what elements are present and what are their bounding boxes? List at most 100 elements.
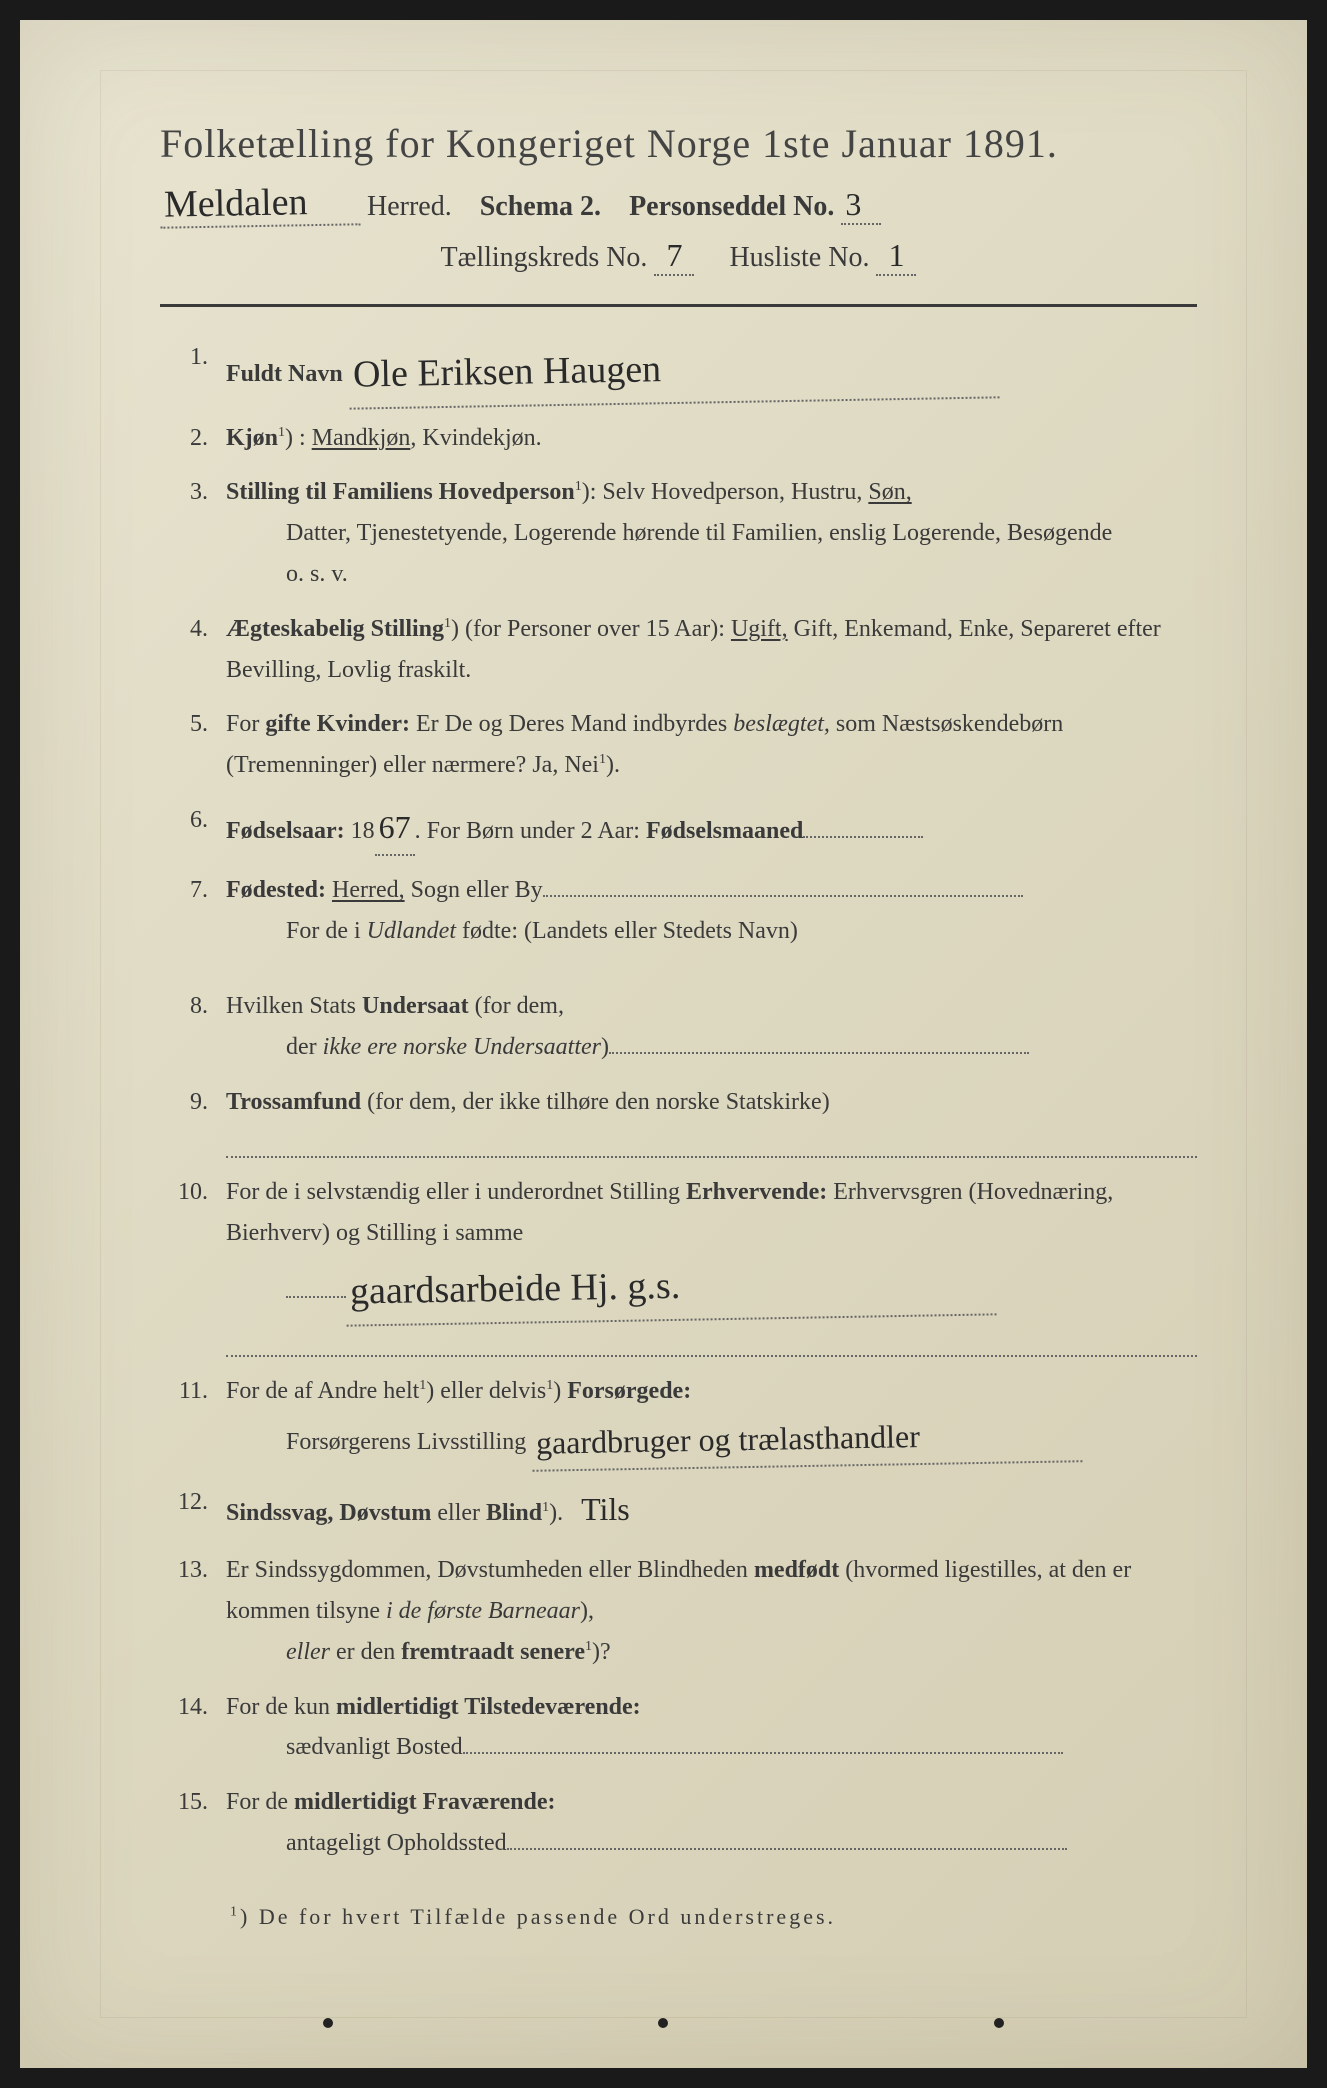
entry-body: For gifte Kvinder: Er De og Deres Mand i…: [226, 704, 1197, 786]
entry-1: 1. Fuldt Navn Ole Eriksen Haugen: [160, 337, 1197, 404]
text2: antageligt Opholdssted: [286, 1830, 507, 1856]
spacer: [160, 966, 1197, 986]
entry-body: Hvilken Stats Undersaat (for dem, der ik…: [226, 986, 1197, 1068]
schema-label: Schema 2.: [480, 191, 601, 222]
herred-value: Meldalen: [160, 179, 361, 228]
label: midlertidigt Fraværende:: [294, 1789, 556, 1815]
entry-body: Fuldt Navn Ole Eriksen Haugen: [226, 337, 1197, 404]
kreds-value: 7: [654, 237, 694, 276]
label: Stilling til Familiens Hovedperson: [226, 479, 575, 505]
text2: Datter, Tjenestetyende, Logerende hørend…: [226, 513, 1197, 554]
herred-label: Herred.: [367, 191, 452, 222]
value: Tils: [581, 1482, 630, 1536]
entry-body: Trossamfund (for dem, der ikke tilhøre d…: [226, 1082, 1197, 1159]
label: Undersaat: [362, 993, 469, 1019]
entry-num: 10.: [160, 1172, 226, 1356]
entry-num: 6.: [160, 800, 226, 856]
text1: For de kun: [226, 1694, 336, 1720]
pre: For: [226, 711, 265, 737]
month-blank: [803, 836, 923, 838]
text1: (for dem, der ikke tilhøre den norske St…: [361, 1089, 830, 1115]
entry-num: 7.: [160, 870, 226, 952]
text1: For de: [226, 1789, 294, 1815]
name-value: Ole Eriksen Haugen: [348, 331, 999, 409]
entry-body: Er Sindssygdommen, Døvstumheden eller Bl…: [226, 1550, 1197, 1672]
entry-15: 15. For de midlertidigt Fraværende: anta…: [160, 1782, 1197, 1864]
entry-num: 14.: [160, 1687, 226, 1769]
cont: sædvanligt Bosted: [226, 1727, 1197, 1768]
entry-num: 9.: [160, 1082, 226, 1159]
blank-line: [226, 1122, 1197, 1158]
divider: [160, 304, 1197, 307]
cont: For de i Udlandet fødte: (Landets eller …: [226, 911, 1197, 952]
text3: ): [553, 1378, 567, 1404]
cont: antageligt Opholdssted: [226, 1823, 1197, 1864]
entry-7: 7. Fødested: Herred, Sogn eller By For d…: [160, 870, 1197, 952]
entry-num: 12.: [160, 1482, 226, 1536]
kreds-label: Tællingskreds No.: [441, 242, 648, 273]
entry-num: 13.: [160, 1550, 226, 1672]
value-line: gaardsarbeide Hj. g.s.: [226, 1254, 1197, 1321]
entry-body: For de kun midlertidigt Tilstedeværende:…: [226, 1687, 1197, 1769]
dot-icon: [323, 2018, 333, 2028]
blank-line: [226, 1321, 1197, 1357]
sup: 1: [230, 1904, 240, 1919]
italic1: i de første Barneaar: [386, 1598, 580, 1624]
text3: fødte: (Landets eller Stedets Navn): [456, 918, 798, 944]
label2: Blind: [486, 1500, 542, 1526]
end: ).: [549, 1500, 563, 1526]
footnote: 1) De for hvert Tilfælde passende Ord un…: [160, 1904, 1197, 1930]
entry-body: Fødested: Herred, Sogn eller By For de i…: [226, 870, 1197, 952]
entry-8: 8. Hvilken Stats Undersaat (for dem, der…: [160, 986, 1197, 1068]
italic1: ikke ere norske Undersaatter: [323, 1034, 601, 1060]
pre-blank: [286, 1296, 346, 1298]
blank: [543, 895, 1023, 897]
selected: Herred,: [332, 877, 405, 903]
entry-10: 10. For de i selvstændig eller i underor…: [160, 1172, 1197, 1356]
text1: For de af Andre helt: [226, 1378, 419, 1404]
entry-num: 8.: [160, 986, 226, 1068]
italic1: Udlandet: [367, 918, 456, 944]
end: ).: [606, 752, 620, 778]
label: midlertidigt Tilstedeværende:: [336, 1694, 641, 1720]
blank: [507, 1848, 1067, 1850]
entry-11: 11. For de af Andre helt1) eller delvis1…: [160, 1371, 1197, 1468]
label: Kjøn: [226, 425, 278, 451]
text2: For de i: [286, 918, 367, 944]
label: Fuldt Navn: [226, 361, 343, 387]
sup: 1: [444, 616, 451, 631]
mid: . For Børn under 2 Aar:: [415, 818, 646, 844]
text4: Forsørgerens Livsstilling: [286, 1429, 526, 1455]
census-form-page: Folketælling for Kongeriget Norge 1ste J…: [20, 20, 1307, 2068]
entry-num: 2.: [160, 418, 226, 459]
label: Erhvervende:: [686, 1179, 827, 1205]
text3: der: [286, 1034, 323, 1060]
cont: eller er den fremtraadt senere1)?: [226, 1632, 1197, 1673]
label: Sindssvag, Døvstum: [226, 1500, 431, 1526]
entry-5: 5. For gifte Kvinder: Er De og Deres Man…: [160, 704, 1197, 786]
label: Trossamfund: [226, 1089, 361, 1115]
entry-2: 2. Kjøn1) : Mandkjøn, Kvindekjøn.: [160, 418, 1197, 459]
entry-body: For de midlertidigt Fraværende: antageli…: [226, 1782, 1197, 1864]
label: medfødt: [754, 1557, 839, 1583]
entry-body: Sindssvag, Døvstum eller Blind1). Tils: [226, 1482, 1197, 1536]
form-title: Folketælling for Kongeriget Norge 1ste J…: [160, 120, 1197, 167]
italic2: eller: [286, 1639, 330, 1665]
text1: eller: [431, 1500, 486, 1526]
text2: sædvanligt Bosted: [286, 1734, 463, 1760]
italic1: beslægtet,: [733, 711, 830, 737]
text1: Sogn eller By: [405, 877, 543, 903]
entry-body: Kjøn1) : Mandkjøn, Kvindekjøn.: [226, 418, 1197, 459]
entry-body: For de i selvstændig eller i underordnet…: [226, 1172, 1197, 1356]
blank: [463, 1752, 1063, 1754]
text1: Er De og Deres Mand indbyrdes: [410, 711, 733, 737]
text1: ) (for Personer over 15 Aar):: [451, 616, 731, 642]
entry-6: 6. Fødselsaar: 1867. For Børn under 2 Aa…: [160, 800, 1197, 856]
husliste-value: 1: [876, 237, 916, 276]
entry-body: Ægteskabelig Stilling1) (for Personer ov…: [226, 609, 1197, 691]
label2: Fødselsmaaned: [646, 818, 803, 844]
selected: Mandkjøn: [312, 425, 411, 451]
binding-dots: [20, 2018, 1307, 2028]
entry-num: 11.: [160, 1371, 226, 1468]
entry-body: For de af Andre helt1) eller delvis1) Fo…: [226, 1371, 1197, 1468]
